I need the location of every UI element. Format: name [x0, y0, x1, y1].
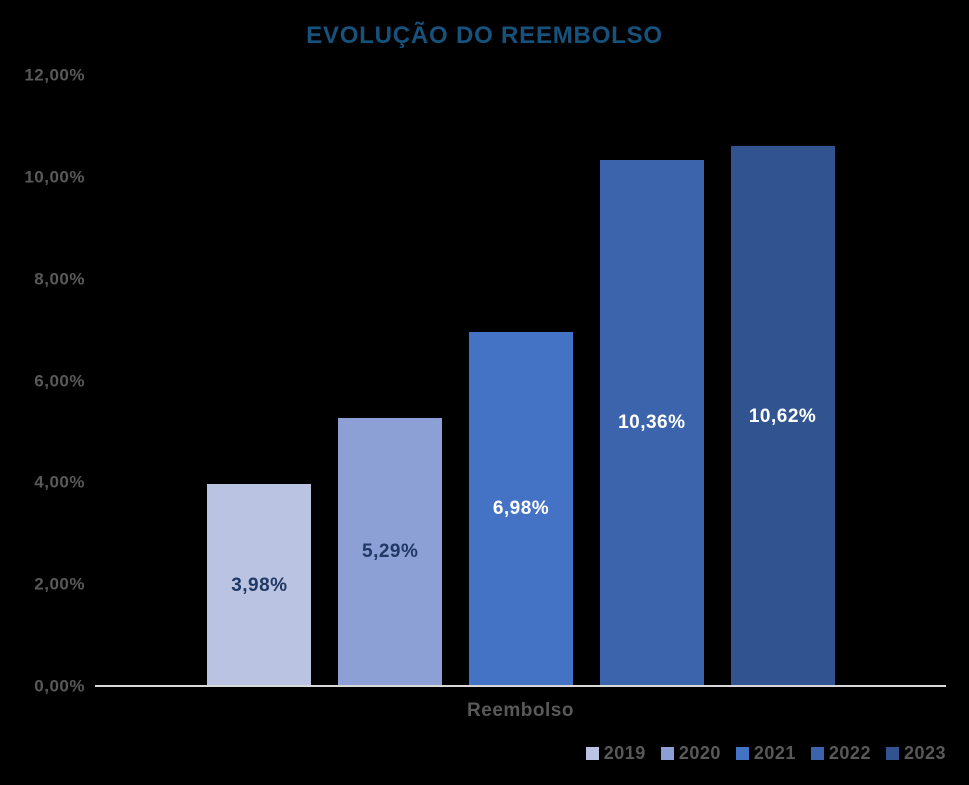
legend-swatch-icon	[810, 747, 824, 760]
y-tick-label: 6,00%	[34, 371, 85, 391]
bar-2023: 10,62%	[730, 146, 835, 687]
bar-2022: 10,36%	[599, 159, 704, 687]
bar-2021: 6,98%	[469, 331, 573, 687]
legend-label: 2023	[903, 743, 946, 763]
y-tick-label: 10,00%	[24, 167, 85, 187]
legend-swatch-icon	[585, 747, 599, 760]
bar-value-label: 3,98%	[231, 574, 288, 596]
bar-2019: 3,98%	[207, 484, 312, 687]
legend-entry-2023: 2023	[885, 743, 946, 764]
legend-swatch-icon	[735, 747, 749, 760]
x-axis-line	[95, 685, 946, 687]
legend-entry-2019: 2019	[585, 743, 646, 764]
y-tick-label: 0,00%	[34, 676, 85, 696]
legend-swatch-icon	[885, 747, 899, 760]
bar-value-label: 10,62%	[748, 405, 817, 427]
y-tick-label: 4,00%	[34, 472, 85, 492]
legend-label: 2020	[678, 743, 721, 763]
legend-entry-2022: 2022	[810, 743, 871, 764]
bar-value-label: 6,98%	[492, 498, 550, 520]
bar-2020: 5,29%	[338, 417, 443, 687]
legend-entry-2020: 2020	[660, 743, 721, 764]
x-axis-label: Reembolso	[467, 700, 574, 721]
legend-entry-2021: 2021	[735, 743, 796, 764]
legend-label: 2019	[603, 743, 646, 763]
y-tick-label: 8,00%	[34, 269, 85, 289]
y-tick-label: 2,00%	[34, 574, 85, 594]
legend-label: 2021	[753, 743, 796, 763]
legend-swatch-icon	[660, 747, 674, 760]
bar-value-label: 10,36%	[618, 412, 686, 434]
y-tick-label: 12,00%	[24, 65, 85, 85]
legend-label: 2022	[828, 743, 871, 763]
bar-value-label: 5,29%	[362, 541, 419, 563]
legend: 2019 2020 2021 2022 2023	[585, 743, 946, 764]
chart-title: EVOLUÇÃO DO REEMBOLSO	[306, 22, 663, 49]
